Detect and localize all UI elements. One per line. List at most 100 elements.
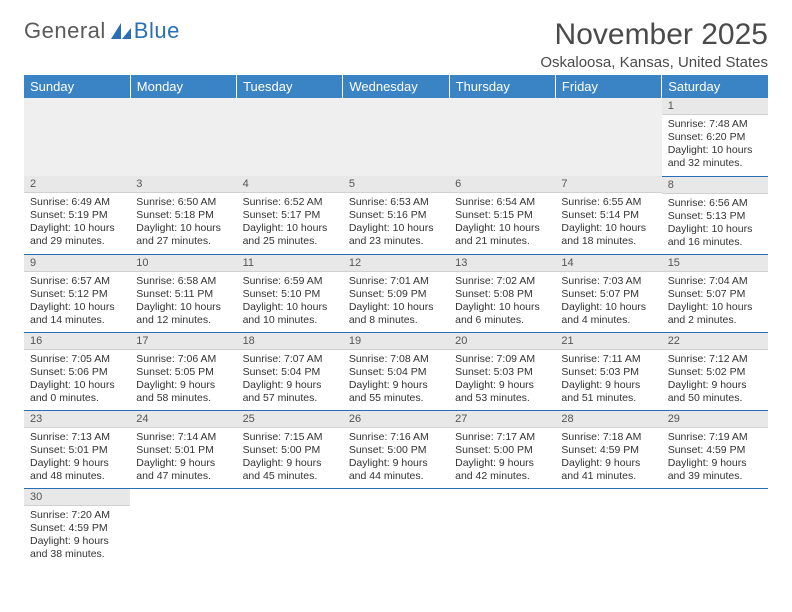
calendar-cell: 18Sunrise: 7:07 AMSunset: 5:04 PMDayligh… [237, 332, 343, 410]
day-body: Sunrise: 7:06 AMSunset: 5:05 PMDaylight:… [130, 350, 236, 410]
day-body: Sunrise: 7:12 AMSunset: 5:02 PMDaylight:… [662, 350, 768, 410]
daylight-line: Daylight: 10 hours and 2 minutes. [668, 301, 762, 327]
day-number: 14 [555, 255, 661, 272]
day-body: Sunrise: 7:19 AMSunset: 4:59 PMDaylight:… [662, 428, 768, 488]
day-number: 15 [662, 255, 768, 272]
day-body: Sunrise: 6:57 AMSunset: 5:12 PMDaylight:… [24, 272, 130, 332]
page-title: November 2025 [540, 18, 768, 52]
sunset-line: Sunset: 5:04 PM [349, 366, 443, 379]
daylight-line: Daylight: 10 hours and 32 minutes. [668, 144, 762, 170]
calendar-row: 30Sunrise: 7:20 AMSunset: 4:59 PMDayligh… [24, 488, 768, 566]
sunset-line: Sunset: 4:59 PM [668, 444, 762, 457]
calendar-cell: 20Sunrise: 7:09 AMSunset: 5:03 PMDayligh… [449, 332, 555, 410]
sunset-line: Sunset: 4:59 PM [561, 444, 655, 457]
daylight-line: Daylight: 10 hours and 12 minutes. [136, 301, 230, 327]
day-body: Sunrise: 7:09 AMSunset: 5:03 PMDaylight:… [449, 350, 555, 410]
daylight-line: Daylight: 10 hours and 14 minutes. [30, 301, 124, 327]
calendar-cell: 5Sunrise: 6:53 AMSunset: 5:16 PMDaylight… [343, 176, 449, 254]
calendar-cell: 27Sunrise: 7:17 AMSunset: 5:00 PMDayligh… [449, 410, 555, 488]
sunset-line: Sunset: 5:01 PM [136, 444, 230, 457]
day-number: 30 [24, 489, 130, 506]
day-body: Sunrise: 7:03 AMSunset: 5:07 PMDaylight:… [555, 272, 661, 332]
daylight-line: Daylight: 10 hours and 10 minutes. [243, 301, 337, 327]
day-number: 25 [237, 411, 343, 428]
sunrise-line: Sunrise: 6:49 AM [30, 196, 124, 209]
day-number: 23 [24, 411, 130, 428]
day-number: 1 [662, 98, 768, 115]
sunrise-line: Sunrise: 7:03 AM [561, 275, 655, 288]
daylight-line: Daylight: 10 hours and 27 minutes. [136, 222, 230, 248]
sunrise-line: Sunrise: 7:04 AM [668, 275, 762, 288]
day-body: Sunrise: 7:17 AMSunset: 5:00 PMDaylight:… [449, 428, 555, 488]
day-body: Sunrise: 6:50 AMSunset: 5:18 PMDaylight:… [130, 193, 236, 253]
daylight-line: Daylight: 9 hours and 50 minutes. [668, 379, 762, 405]
sunrise-line: Sunrise: 7:16 AM [349, 431, 443, 444]
sunrise-line: Sunrise: 7:02 AM [455, 275, 549, 288]
calendar-cell: 24Sunrise: 7:14 AMSunset: 5:01 PMDayligh… [130, 410, 236, 488]
sunrise-line: Sunrise: 7:12 AM [668, 353, 762, 366]
sunset-line: Sunset: 5:03 PM [455, 366, 549, 379]
daylight-line: Daylight: 9 hours and 53 minutes. [455, 379, 549, 405]
sunset-line: Sunset: 5:00 PM [349, 444, 443, 457]
daylight-line: Daylight: 10 hours and 29 minutes. [30, 222, 124, 248]
day-number: 20 [449, 333, 555, 350]
daylight-line: Daylight: 9 hours and 55 minutes. [349, 379, 443, 405]
day-body: Sunrise: 6:56 AMSunset: 5:13 PMDaylight:… [662, 194, 768, 254]
sunset-line: Sunset: 5:03 PM [561, 366, 655, 379]
sunrise-line: Sunrise: 6:53 AM [349, 196, 443, 209]
calendar-cell [555, 98, 661, 176]
day-body: Sunrise: 7:07 AMSunset: 5:04 PMDaylight:… [237, 350, 343, 410]
calendar-row: 2Sunrise: 6:49 AMSunset: 5:19 PMDaylight… [24, 176, 768, 254]
calendar-cell [130, 488, 236, 566]
sunset-line: Sunset: 5:07 PM [668, 288, 762, 301]
day-number: 27 [449, 411, 555, 428]
day-number: 12 [343, 255, 449, 272]
header: General Blue November 2025 Oskaloosa, Ka… [24, 18, 768, 71]
sunrise-line: Sunrise: 7:07 AM [243, 353, 337, 366]
calendar-cell: 7Sunrise: 6:55 AMSunset: 5:14 PMDaylight… [555, 176, 661, 254]
day-number: 9 [24, 255, 130, 272]
calendar-cell: 26Sunrise: 7:16 AMSunset: 5:00 PMDayligh… [343, 410, 449, 488]
daylight-line: Daylight: 9 hours and 47 minutes. [136, 457, 230, 483]
sunrise-line: Sunrise: 6:52 AM [243, 196, 337, 209]
day-body: Sunrise: 6:55 AMSunset: 5:14 PMDaylight:… [555, 193, 661, 253]
weekday-header: Wednesday [343, 75, 449, 98]
weekday-row: SundayMondayTuesdayWednesdayThursdayFrid… [24, 75, 768, 98]
calendar-cell: 4Sunrise: 6:52 AMSunset: 5:17 PMDaylight… [237, 176, 343, 254]
calendar-row: 23Sunrise: 7:13 AMSunset: 5:01 PMDayligh… [24, 410, 768, 488]
sunrise-line: Sunrise: 7:48 AM [668, 118, 762, 131]
sunrise-line: Sunrise: 6:57 AM [30, 275, 124, 288]
calendar-cell: 17Sunrise: 7:06 AMSunset: 5:05 PMDayligh… [130, 332, 236, 410]
weekday-header: Tuesday [237, 75, 343, 98]
day-body: Sunrise: 7:16 AMSunset: 5:00 PMDaylight:… [343, 428, 449, 488]
sunset-line: Sunset: 5:19 PM [30, 209, 124, 222]
day-body: Sunrise: 7:48 AMSunset: 6:20 PMDaylight:… [662, 115, 768, 175]
day-number: 21 [555, 333, 661, 350]
calendar-row: 9Sunrise: 6:57 AMSunset: 5:12 PMDaylight… [24, 254, 768, 332]
sunset-line: Sunset: 5:11 PM [136, 288, 230, 301]
calendar-cell: 3Sunrise: 6:50 AMSunset: 5:18 PMDaylight… [130, 176, 236, 254]
calendar-cell [130, 98, 236, 176]
daylight-line: Daylight: 10 hours and 16 minutes. [668, 223, 762, 249]
calendar-cell [343, 488, 449, 566]
calendar-cell: 9Sunrise: 6:57 AMSunset: 5:12 PMDaylight… [24, 254, 130, 332]
logo-text-2: Blue [134, 18, 180, 44]
sunrise-line: Sunrise: 7:06 AM [136, 353, 230, 366]
sunset-line: Sunset: 5:04 PM [243, 366, 337, 379]
day-number: 13 [449, 255, 555, 272]
sunrise-line: Sunrise: 7:05 AM [30, 353, 124, 366]
calendar-cell: 19Sunrise: 7:08 AMSunset: 5:04 PMDayligh… [343, 332, 449, 410]
day-body: Sunrise: 7:18 AMSunset: 4:59 PMDaylight:… [555, 428, 661, 488]
day-body: Sunrise: 7:15 AMSunset: 5:00 PMDaylight:… [237, 428, 343, 488]
calendar-cell: 10Sunrise: 6:58 AMSunset: 5:11 PMDayligh… [130, 254, 236, 332]
day-number: 11 [237, 255, 343, 272]
logo-text-1: General [24, 18, 106, 44]
calendar-cell: 15 Sunrise: 7:04 AMSunset: 5:07 PMDayligh… [662, 254, 768, 332]
calendar-cell: 14Sunrise: 7:03 AMSunset: 5:07 PMDayligh… [555, 254, 661, 332]
day-number: 6 [449, 176, 555, 193]
calendar-cell: 6Sunrise: 6:54 AMSunset: 5:15 PMDaylight… [449, 176, 555, 254]
calendar-table: SundayMondayTuesdayWednesdayThursdayFrid… [24, 75, 768, 566]
sunrise-line: Sunrise: 6:56 AM [668, 197, 762, 210]
sunrise-line: Sunrise: 7:20 AM [30, 509, 124, 522]
day-number: 10 [130, 255, 236, 272]
